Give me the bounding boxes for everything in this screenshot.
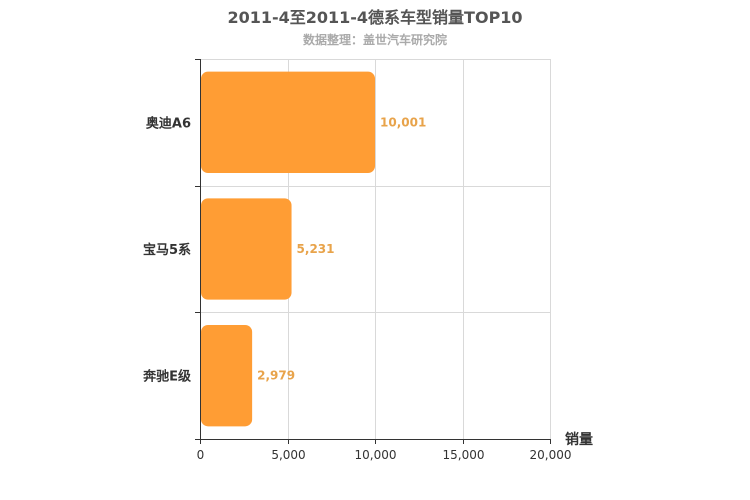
- x-tick-label: 10,000: [355, 448, 397, 462]
- bar: [201, 71, 376, 173]
- bar: [201, 198, 292, 300]
- category-label: 奥迪A6: [146, 115, 191, 131]
- axis-layer: [195, 59, 551, 444]
- data-label: 5,231: [297, 242, 335, 256]
- data-label: 2,979: [257, 369, 295, 383]
- category-label: 宝马5系: [143, 242, 191, 258]
- bar: [201, 325, 253, 427]
- bars-layer: [201, 71, 376, 427]
- chart-subtitle: 数据整理：盖世汽车研究院: [302, 33, 447, 47]
- labels-layer: 0 5,000 10,000 15,000 20,000 奥迪A6 10,001 宝马5系 5,…: [142, 115, 571, 462]
- data-label: 10,001: [380, 115, 426, 129]
- x-axis-name: 销量: [565, 431, 593, 448]
- x-tick-label: 20,000: [530, 448, 572, 462]
- x-tick-label: 0: [197, 448, 205, 462]
- x-tick-label: 5,000: [271, 448, 305, 462]
- x-tick-label: 15,000: [443, 448, 485, 462]
- chart-title: 2011-4至2011-4德系车型销量TOP10: [227, 8, 523, 27]
- category-label: 奔驰E级: [142, 369, 192, 385]
